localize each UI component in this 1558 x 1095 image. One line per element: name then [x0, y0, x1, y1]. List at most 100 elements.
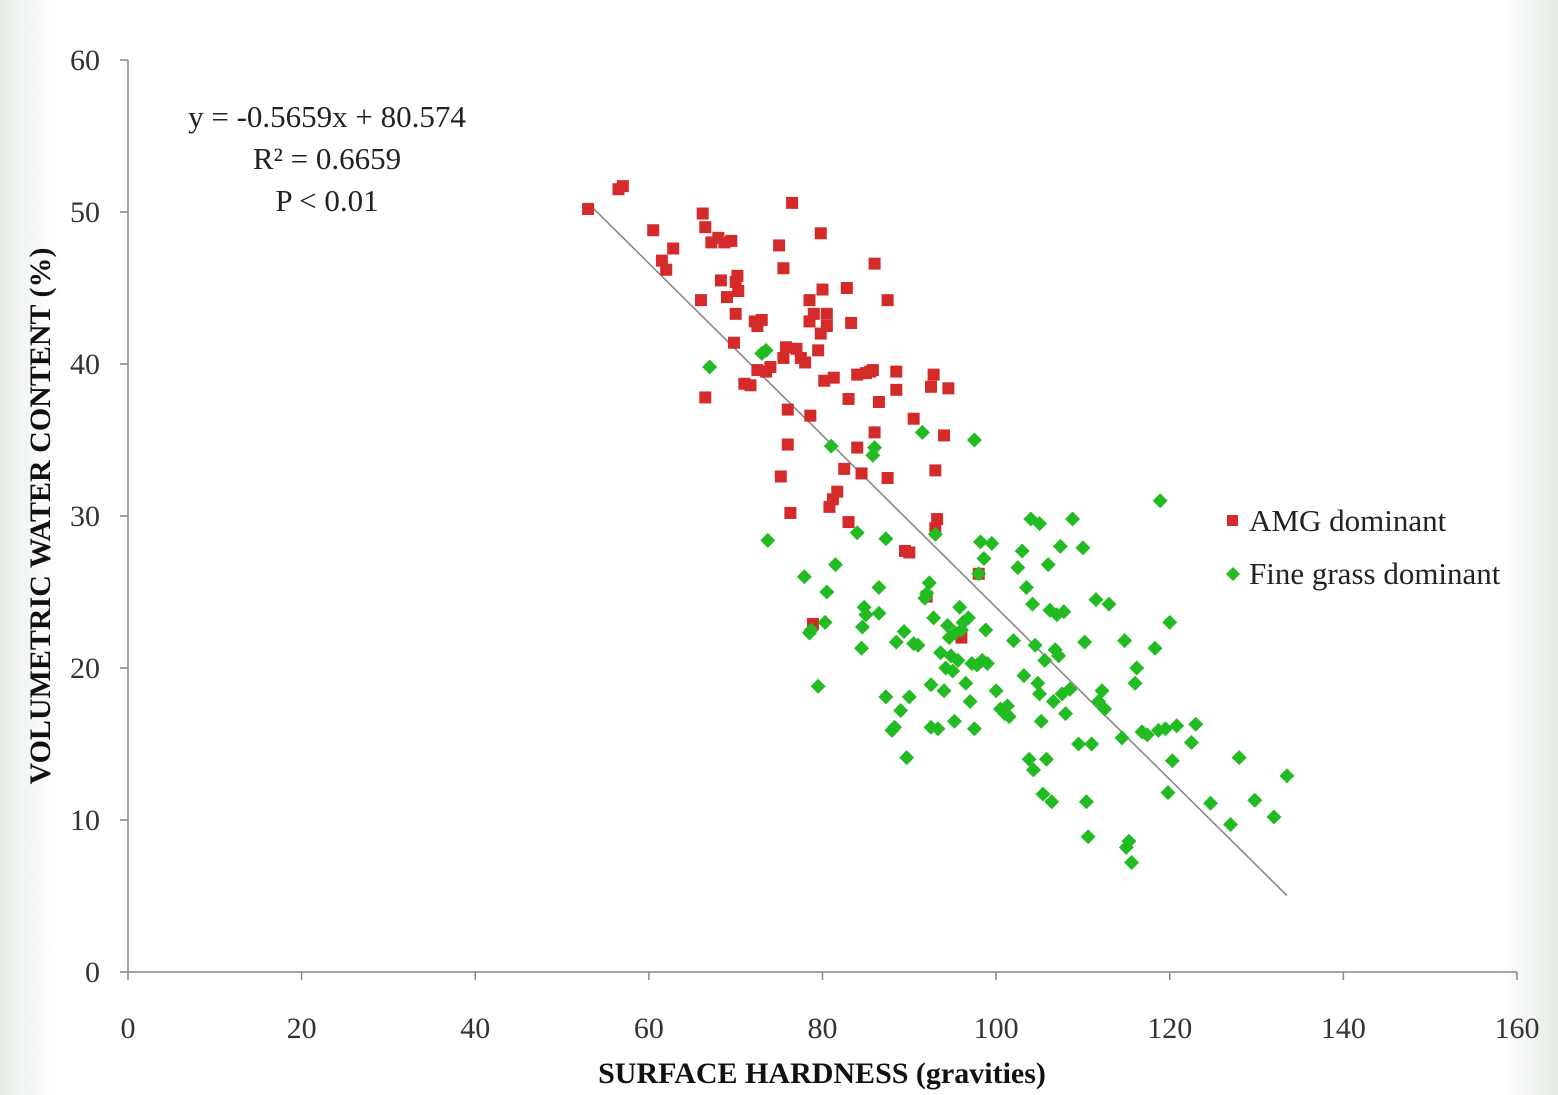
data-point-amg [777, 351, 790, 364]
data-point-fine-grass [999, 698, 1015, 714]
data-point-amg [714, 274, 727, 287]
data-point-fine-grass [828, 557, 844, 573]
data-point-fine-grass [936, 683, 952, 699]
data-point-fine-grass [1094, 683, 1110, 699]
series-fine-grass-dominant [702, 342, 1295, 871]
points-group [582, 180, 1295, 871]
data-point-amg [667, 242, 680, 255]
data-point-fine-grass [1162, 614, 1178, 630]
x-tick-label: 60 [634, 1012, 664, 1045]
data-point-amg [820, 307, 833, 320]
data-point-amg [838, 462, 851, 475]
data-point-fine-grass [1088, 592, 1104, 608]
x-tick-label: 40 [460, 1012, 490, 1045]
data-point-amg [868, 426, 881, 439]
data-point-amg [827, 371, 840, 384]
x-tick-label: 0 [121, 1012, 136, 1045]
data-point-amg [699, 391, 712, 404]
data-point-amg [696, 207, 709, 220]
data-point-amg [890, 365, 903, 378]
data-point-fine-grass [950, 652, 966, 668]
data-point-amg [777, 262, 790, 275]
data-point-fine-grass [1065, 511, 1081, 527]
data-point-fine-grass [1152, 493, 1168, 509]
data-point-fine-grass [758, 342, 774, 358]
data-point-fine-grass [760, 532, 776, 548]
data-point-fine-grass [1051, 648, 1067, 664]
data-point-amg [938, 429, 951, 442]
data-point-amg [842, 516, 855, 529]
data-point-amg [799, 356, 812, 369]
data-point-fine-grass [952, 599, 968, 615]
data-point-fine-grass [1097, 701, 1113, 717]
data-point-fine-grass [1183, 734, 1199, 750]
data-point-fine-grass [867, 440, 883, 456]
data-point-amg [868, 257, 881, 270]
data-point-amg [781, 438, 794, 451]
data-point-amg [721, 291, 734, 304]
data-point-fine-grass [1231, 750, 1247, 766]
data-point-amg [729, 307, 742, 320]
data-point-fine-grass [1160, 785, 1176, 801]
data-point-fine-grass [1001, 709, 1017, 725]
data-point-fine-grass [978, 622, 994, 638]
data-point-fine-grass [810, 678, 826, 694]
data-point-fine-grass [1223, 817, 1239, 833]
legend-swatch-amg [1227, 515, 1238, 526]
data-point-fine-grass [945, 663, 961, 679]
data-point-fine-grass [1077, 634, 1093, 650]
data-point-fine-grass [817, 614, 833, 630]
data-point-fine-grass [1147, 640, 1163, 656]
data-point-amg [725, 234, 738, 247]
data-point-fine-grass [1025, 596, 1041, 612]
data-point-fine-grass [1033, 713, 1049, 729]
data-point-amg [790, 342, 803, 355]
data-point-fine-grass [1032, 686, 1048, 702]
data-point-fine-grass [1052, 538, 1068, 554]
data-point-fine-grass [796, 569, 812, 585]
data-point-fine-grass [962, 693, 978, 709]
data-point-amg [881, 472, 894, 484]
data-point-fine-grass [979, 655, 995, 671]
data-point-fine-grass [1124, 855, 1140, 871]
data-point-fine-grass [858, 607, 874, 623]
data-point-fine-grass [914, 424, 930, 440]
data-point-fine-grass [1266, 809, 1282, 825]
data-point-fine-grass [1005, 633, 1021, 649]
data-point-amg [647, 224, 660, 237]
data-point-fine-grass [1075, 540, 1091, 556]
data-point-amg [773, 239, 786, 252]
data-point-amg [890, 383, 903, 396]
data-point-fine-grass [1129, 660, 1145, 676]
data-point-fine-grass [1279, 768, 1295, 784]
data-point-fine-grass [893, 703, 909, 719]
data-point-amg [881, 294, 894, 307]
data-point-amg [842, 392, 855, 405]
data-point-fine-grass [1117, 633, 1133, 649]
data-point-fine-grass [946, 713, 962, 729]
data-point-amg [942, 382, 955, 395]
data-point-amg [903, 546, 916, 559]
data-point-amg [744, 379, 757, 392]
data-point-fine-grass [1035, 786, 1051, 802]
data-point-fine-grass [1080, 829, 1096, 845]
data-point-fine-grass [1121, 833, 1137, 849]
data-point-fine-grass [972, 534, 988, 550]
data-point-amg [845, 316, 858, 329]
trendline [587, 202, 1288, 897]
data-point-fine-grass [971, 566, 987, 582]
data-point-amg [731, 269, 744, 282]
legend-label: Fine grass dominant [1249, 556, 1501, 591]
data-point-fine-grass [901, 689, 917, 705]
data-point-fine-grass [899, 750, 915, 766]
data-point-fine-grass [1058, 706, 1074, 722]
data-point-fine-grass [854, 640, 870, 656]
data-point-fine-grass [910, 637, 926, 653]
data-point-fine-grass [966, 432, 982, 448]
data-point-amg [660, 263, 673, 276]
data-point-fine-grass [923, 677, 939, 693]
data-point-amg [755, 313, 768, 326]
axes: 0 10 20 30 40 50 60 0 20 40 60 80 100 120 140 160 [70, 44, 1540, 1045]
y-tick-label: 20 [70, 652, 100, 685]
